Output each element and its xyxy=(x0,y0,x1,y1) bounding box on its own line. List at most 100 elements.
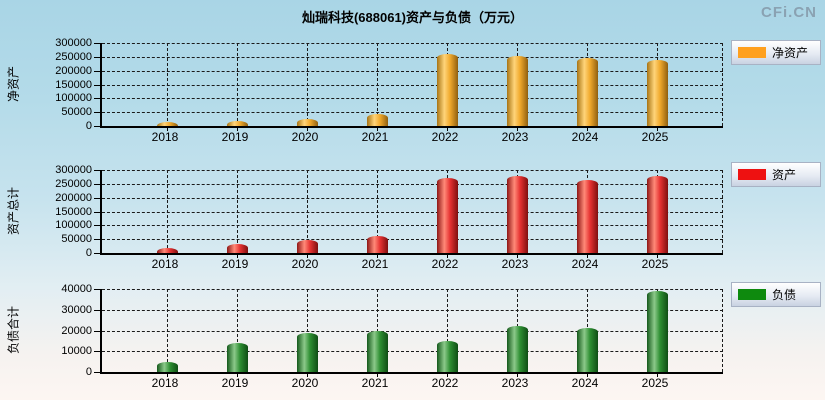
bar-2023 xyxy=(506,56,528,126)
legend-label: 净资产 xyxy=(772,46,809,60)
bar-2021 xyxy=(366,235,388,253)
bar-2025 xyxy=(646,59,668,126)
x-tick-label: 2019 xyxy=(221,376,249,390)
x-axis-tick xyxy=(657,253,658,258)
bar-2021 xyxy=(366,114,388,126)
grid-line-horizontal xyxy=(102,56,723,58)
y-axis-tick xyxy=(94,253,100,254)
x-tick-label: 2025 xyxy=(641,130,669,144)
x-axis-tick xyxy=(447,126,448,131)
grid-line-vertical xyxy=(307,170,308,253)
x-axis-tick xyxy=(657,372,658,377)
x-tick-label: 2023 xyxy=(501,376,529,390)
bar-2019 xyxy=(226,121,248,126)
x-tick-label: 2018 xyxy=(151,376,179,390)
bar-2023 xyxy=(506,175,528,253)
grid-line-vertical xyxy=(167,289,168,372)
y-tick-label: 100000 xyxy=(55,92,92,105)
x-axis-tick xyxy=(307,126,308,131)
x-tick-label: 2024 xyxy=(571,376,599,390)
y-tick-label: 100000 xyxy=(55,219,92,232)
x-axis-tick xyxy=(167,253,168,258)
y-axis-tick xyxy=(94,330,100,332)
y-axis-tick xyxy=(94,183,100,185)
y-axis-tick xyxy=(94,126,100,127)
grid-line-horizontal xyxy=(102,84,723,86)
y-tick-label: 150000 xyxy=(55,205,92,218)
legend-label: 资产 xyxy=(772,168,797,182)
y-axis-title: 资产总计 xyxy=(6,187,21,236)
x-tick-label: 2022 xyxy=(431,376,459,390)
x-axis-tick xyxy=(237,372,238,377)
y-axis-tick xyxy=(94,225,100,227)
y-axis-tick xyxy=(94,84,100,86)
x-tick-label: 2019 xyxy=(221,130,249,144)
y-axis-tick xyxy=(94,309,100,311)
y-axis-tick xyxy=(94,70,100,72)
grid-line-horizontal xyxy=(102,70,723,72)
y-tick-label: 10000 xyxy=(61,345,92,358)
grid-line-vertical xyxy=(377,170,378,253)
grid-line-vertical xyxy=(307,289,308,372)
x-tick-label: 2021 xyxy=(361,257,389,271)
legend-box: 净资产 xyxy=(731,40,821,65)
chart-total-assets: 资产总计 0 50000 100000 150000 200000 250000 30000… xyxy=(0,164,825,275)
x-tick-label: 2018 xyxy=(151,130,179,144)
x-tick-label: 2022 xyxy=(431,130,459,144)
y-tick-label: 250000 xyxy=(55,50,92,63)
y-tick-label: 30000 xyxy=(61,303,92,316)
bar-2018 xyxy=(156,361,178,372)
y-axis-tick xyxy=(94,56,100,58)
y-axis-tick xyxy=(94,289,100,290)
x-axis-tick xyxy=(377,126,378,131)
y-tick-label: 0 xyxy=(85,247,92,259)
x-axis-tick xyxy=(517,372,518,377)
x-axis-tick xyxy=(167,372,168,377)
legend-swatch xyxy=(738,47,766,58)
bar-2020 xyxy=(296,240,318,253)
grid-line-horizontal xyxy=(102,239,723,241)
y-axis-tick xyxy=(94,197,100,199)
legend-label: 负债 xyxy=(772,288,797,302)
x-axis-tick xyxy=(657,126,658,131)
x-tick-label: 2020 xyxy=(291,257,319,271)
x-tick-label: 2024 xyxy=(571,257,599,271)
grid-line-horizontal xyxy=(102,211,723,213)
plot-area xyxy=(94,43,723,131)
y-tick-label: 150000 xyxy=(55,78,92,91)
x-tick-label: 2020 xyxy=(291,130,319,144)
bar-2019 xyxy=(226,244,248,253)
bar-2024 xyxy=(576,179,598,253)
grid-line-vertical xyxy=(722,43,723,126)
legend-box: 负债 xyxy=(731,282,821,307)
y-axis-tick xyxy=(94,170,100,171)
x-axis-tick xyxy=(377,253,378,258)
x-axis: 2018 2019 2020 2021 2022 2023 2024 2025 xyxy=(100,376,721,391)
bar-2022 xyxy=(436,340,458,372)
y-tick-label: 20000 xyxy=(61,324,92,337)
grid-line-horizontal xyxy=(102,330,723,332)
grid-line-horizontal xyxy=(102,98,723,100)
bar-2018 xyxy=(156,248,178,253)
y-tick-label: 250000 xyxy=(55,177,92,190)
grid-line-horizontal xyxy=(102,183,723,185)
x-tick-label: 2025 xyxy=(641,376,669,390)
y-tick-label: 50000 xyxy=(61,233,92,246)
bar-2025 xyxy=(646,291,668,372)
grid-line-vertical xyxy=(237,170,238,253)
grid-line-vertical xyxy=(722,289,723,372)
bar-2018 xyxy=(156,122,178,126)
x-tick-label: 2023 xyxy=(501,257,529,271)
x-tick-label: 2022 xyxy=(431,257,459,271)
chart-title: 灿瑞科技(688061)资产与负债（万元） xyxy=(301,10,524,25)
chart-total-liabilities: 负债合计 0 10000 20000 30000 40000 2018 2019 2020 2… xyxy=(0,283,825,394)
x-axis-tick xyxy=(307,372,308,377)
grid-line-horizontal xyxy=(102,351,723,353)
grid-line-vertical xyxy=(722,170,723,253)
grid-line-vertical xyxy=(377,43,378,126)
y-axis-tick xyxy=(94,372,100,373)
grid-line-horizontal xyxy=(102,309,723,311)
y-tick-label: 300000 xyxy=(55,164,92,176)
y-axis-title: 负债合计 xyxy=(6,306,21,355)
bar-2022 xyxy=(436,178,458,253)
